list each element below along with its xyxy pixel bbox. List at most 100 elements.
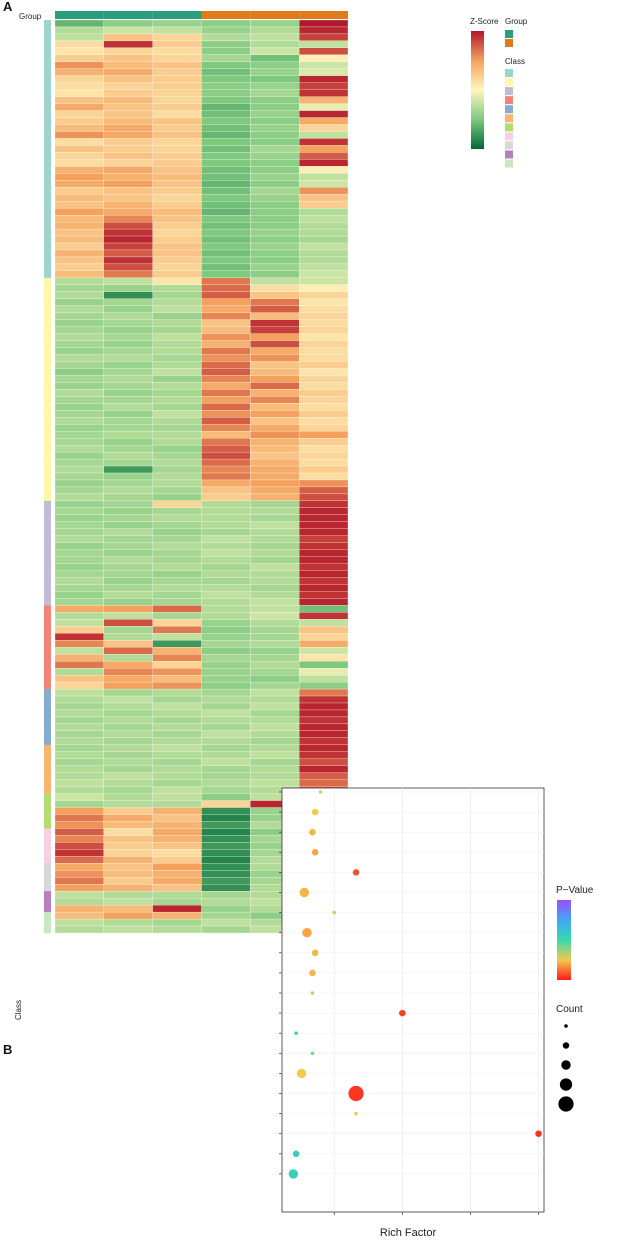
heatmap-cell	[152, 619, 202, 627]
heatmap-cell	[54, 277, 104, 285]
class-annotation-cell	[44, 716, 51, 725]
heatmap-cell	[201, 640, 251, 648]
class-annotation-cell	[44, 737, 51, 746]
class-annotation-cell	[44, 765, 51, 774]
heatmap-cell	[152, 779, 202, 787]
heatmap-cell	[201, 131, 251, 139]
heatmap-cell	[103, 458, 153, 467]
heatmap-cell	[201, 521, 251, 529]
heatmap-cell	[152, 758, 202, 766]
heatmap-cell	[54, 821, 104, 829]
class-annotation-cell	[44, 703, 51, 711]
heatmap-cell	[201, 542, 251, 550]
heatmap-cell	[152, 159, 202, 167]
heatmap-cell	[54, 361, 104, 369]
heatmap-cell	[54, 528, 104, 536]
class-annotation-cell	[44, 20, 51, 28]
heatmap-cell	[103, 702, 153, 711]
class-annotation-cell	[44, 584, 51, 592]
heatmap-cell	[250, 361, 300, 369]
bubble-x-axis	[333, 1212, 539, 1215]
heatmap-cell	[152, 445, 202, 453]
heatmap-cell	[152, 180, 202, 188]
heatmap-cell	[54, 40, 104, 49]
group-annotation-cell	[152, 11, 202, 19]
heatmap-cell	[201, 821, 251, 829]
heatmap-cell	[103, 228, 153, 237]
heatmap-cell	[152, 103, 202, 111]
heatmap-cell	[103, 201, 153, 209]
heatmap-cell	[201, 716, 251, 725]
heatmap-cell	[201, 925, 251, 934]
heatmap-cell	[299, 465, 349, 474]
heatmap-cell	[54, 612, 104, 620]
class-annotation-cell	[44, 549, 51, 557]
heatmap-cell	[103, 535, 153, 543]
heatmap-cell	[250, 305, 300, 313]
bubble-point	[332, 910, 337, 915]
class-annotation-cell	[44, 612, 51, 620]
heatmap-cell	[103, 235, 153, 244]
heatmap-cell	[103, 187, 153, 195]
heatmap-cell	[152, 507, 202, 515]
heatmap-cell	[103, 124, 153, 132]
heatmap-cell	[250, 765, 300, 773]
class-annotation-cell	[44, 528, 51, 537]
heatmap-cell	[54, 723, 104, 732]
heatmap-cell	[103, 925, 153, 934]
bubble-points	[288, 790, 542, 1179]
heatmap-cell	[299, 319, 349, 327]
heatmap-cell	[201, 654, 251, 662]
class-annotation-cell	[44, 800, 51, 808]
heatmap-cell	[103, 277, 153, 285]
heatmap-cell	[103, 284, 153, 292]
class-annotation-cell	[44, 152, 51, 160]
heatmap-cell	[250, 661, 300, 669]
heatmap-cell	[103, 486, 153, 495]
heatmap-cell	[103, 117, 153, 125]
heatmap-cell	[152, 89, 202, 97]
heatmap-cell	[299, 486, 349, 495]
heatmap-cell	[250, 242, 300, 251]
heatmap-cell	[54, 201, 104, 209]
heatmap-cell	[152, 291, 202, 299]
heatmap-cell	[299, 40, 349, 49]
heatmap-cell	[299, 451, 349, 460]
heatmap-cell	[103, 654, 153, 662]
heatmap-cell	[299, 695, 349, 704]
heatmap-cell	[201, 737, 251, 745]
heatmap-cell	[54, 215, 104, 223]
heatmap-cell	[152, 772, 202, 780]
heatmap-cell	[250, 270, 300, 278]
heatmap-cell	[103, 396, 153, 404]
heatmap-cell	[250, 479, 300, 488]
heatmap-cell	[201, 145, 251, 153]
heatmap-cell	[152, 702, 202, 711]
heatmap-cell	[103, 194, 153, 202]
heatmap-cell	[299, 194, 349, 202]
heatmap-cell	[299, 277, 349, 285]
heatmap-cell	[103, 612, 153, 620]
bubble-point	[299, 887, 309, 898]
heatmap-cell	[152, 500, 202, 508]
class-annotation-cell	[44, 556, 51, 564]
class-annotation-cell	[44, 389, 51, 397]
heatmap-cell	[201, 403, 251, 411]
heatmap-cell	[250, 410, 300, 418]
heatmap-cell	[54, 695, 104, 704]
heatmap-cell	[250, 382, 300, 390]
heatmap-cell	[103, 744, 153, 752]
heatmap-cell	[299, 605, 349, 613]
heatmap-cell	[54, 242, 104, 251]
heatmap-cell	[54, 835, 104, 843]
heatmap-cell	[103, 465, 153, 474]
bubble-point	[352, 869, 360, 876]
heatmap-cell	[201, 898, 251, 906]
heatmap-cell	[54, 159, 104, 167]
heatmap-cell	[201, 702, 251, 711]
heatmap-cell	[152, 389, 202, 397]
heatmap-cell	[54, 117, 104, 125]
heatmap-cell	[201, 884, 251, 892]
heatmap-cell	[299, 528, 349, 536]
